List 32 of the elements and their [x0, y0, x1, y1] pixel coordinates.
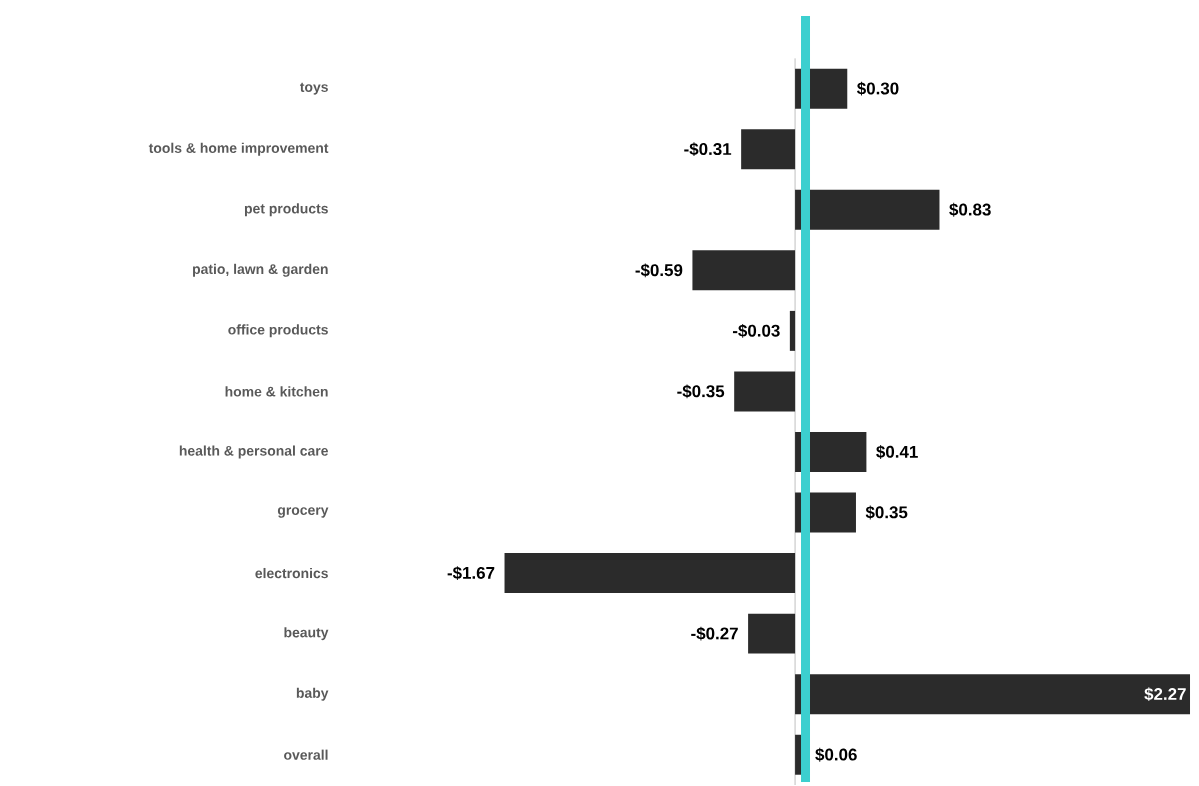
data-label: -$0.03: [732, 323, 780, 338]
y-tick-label: health & personal care: [179, 445, 328, 459]
bar: [692, 250, 796, 291]
data-label: $2.27: [1144, 687, 1186, 701]
y-tick-label: overall: [284, 749, 328, 760]
y-tick-label: grocery: [277, 507, 329, 518]
data-label: -$0.27: [691, 626, 738, 641]
y-tick-label: home & kitchen: [225, 386, 328, 397]
y-tick-label: pet products: [244, 203, 328, 217]
y-tick-label: baby: [296, 687, 329, 701]
bar: [734, 371, 796, 412]
data-label: -$0.59: [635, 263, 683, 277]
bar: [795, 673, 1191, 714]
bar: [741, 128, 796, 169]
y-tick-label: toys: [299, 82, 328, 95]
y-tick-label: beauty: [284, 626, 329, 640]
data-label: $0.83: [949, 202, 991, 217]
data-label: $0.35: [865, 505, 908, 520]
bar: [504, 552, 796, 593]
data-label: $0.41: [876, 444, 918, 459]
y-tick-label: electronics: [255, 567, 328, 578]
data-label: -$0.35: [677, 384, 725, 399]
bar: [789, 310, 796, 351]
data-label: $0.06: [815, 747, 857, 762]
y-tick-label: patio, lawn & garden: [193, 263, 328, 277]
data-label: -$0.31: [684, 142, 732, 156]
data-label: -$1.67: [447, 565, 495, 580]
y-tick-label: office products: [228, 324, 328, 338]
bar: [748, 613, 796, 654]
bar: [795, 189, 940, 230]
y-tick-label: tools & home improvement: [148, 142, 329, 156]
data-label: $0.30: [857, 81, 899, 96]
